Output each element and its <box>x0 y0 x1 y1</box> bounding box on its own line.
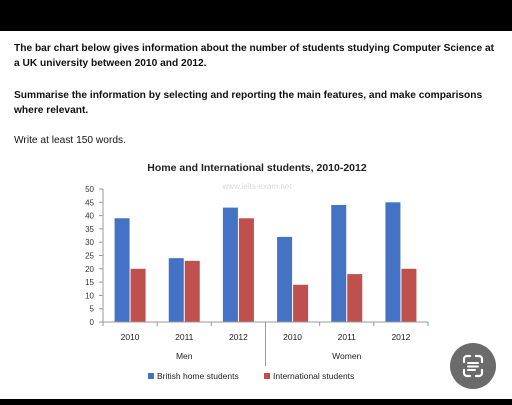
lens-button[interactable] <box>450 343 496 389</box>
y-tick-label: 35 <box>85 225 94 234</box>
watermark-text: www.ielts-exam.net <box>222 182 293 191</box>
y-tick-label: 30 <box>85 238 94 247</box>
chart-title: Home and International students, 2010-20… <box>147 162 367 174</box>
y-tick-label: 5 <box>90 305 95 314</box>
x-tick-label: 2010 <box>121 332 140 342</box>
legend-swatch-0 <box>148 373 154 379</box>
bar-international-2 <box>238 218 254 322</box>
bar-international-5 <box>401 268 417 322</box>
group-label-women: Women <box>332 351 361 361</box>
task-instruction: Summarise the information by selecting a… <box>14 90 483 116</box>
bar-international-0 <box>130 268 146 322</box>
y-tick-label: 20 <box>85 265 94 274</box>
y-tick-label: 15 <box>85 278 94 287</box>
y-tick-label: 10 <box>85 291 94 300</box>
word-count-requirement: Write at least 150 words. <box>14 135 126 146</box>
group-label-men: Men <box>176 351 193 361</box>
y-tick-label: 0 <box>90 318 95 327</box>
bar-british-home-3 <box>277 236 293 322</box>
legend-label-1: International students <box>273 371 354 381</box>
google-lens-icon <box>462 354 484 378</box>
x-tick-label: 2011 <box>175 332 194 342</box>
x-tick-label: 2012 <box>229 332 248 342</box>
bar-international-1 <box>184 260 200 322</box>
bar-international-4 <box>347 274 363 322</box>
bar-british-home-1 <box>168 258 184 322</box>
x-tick-label: 2012 <box>391 332 410 342</box>
document-page: The bar chart below gives information ab… <box>0 31 512 399</box>
x-tick-label: 2011 <box>338 332 357 342</box>
legend-swatch-1 <box>264 373 270 379</box>
bar-international-3 <box>293 284 309 322</box>
legend-label-0: British home students <box>157 371 239 381</box>
bar-british-home-5 <box>385 202 401 322</box>
y-tick-label: 40 <box>85 212 94 221</box>
x-tick-label: 2010 <box>283 332 302 342</box>
bar-british-home-0 <box>114 218 130 322</box>
y-tick-label: 50 <box>85 185 94 194</box>
bottom-bar <box>0 399 512 405</box>
bar-british-home-4 <box>331 204 347 322</box>
y-tick-label: 45 <box>85 198 94 207</box>
bar-british-home-2 <box>222 207 238 322</box>
task-description: The bar chart below gives information ab… <box>14 43 495 69</box>
y-tick-label: 25 <box>85 252 94 261</box>
